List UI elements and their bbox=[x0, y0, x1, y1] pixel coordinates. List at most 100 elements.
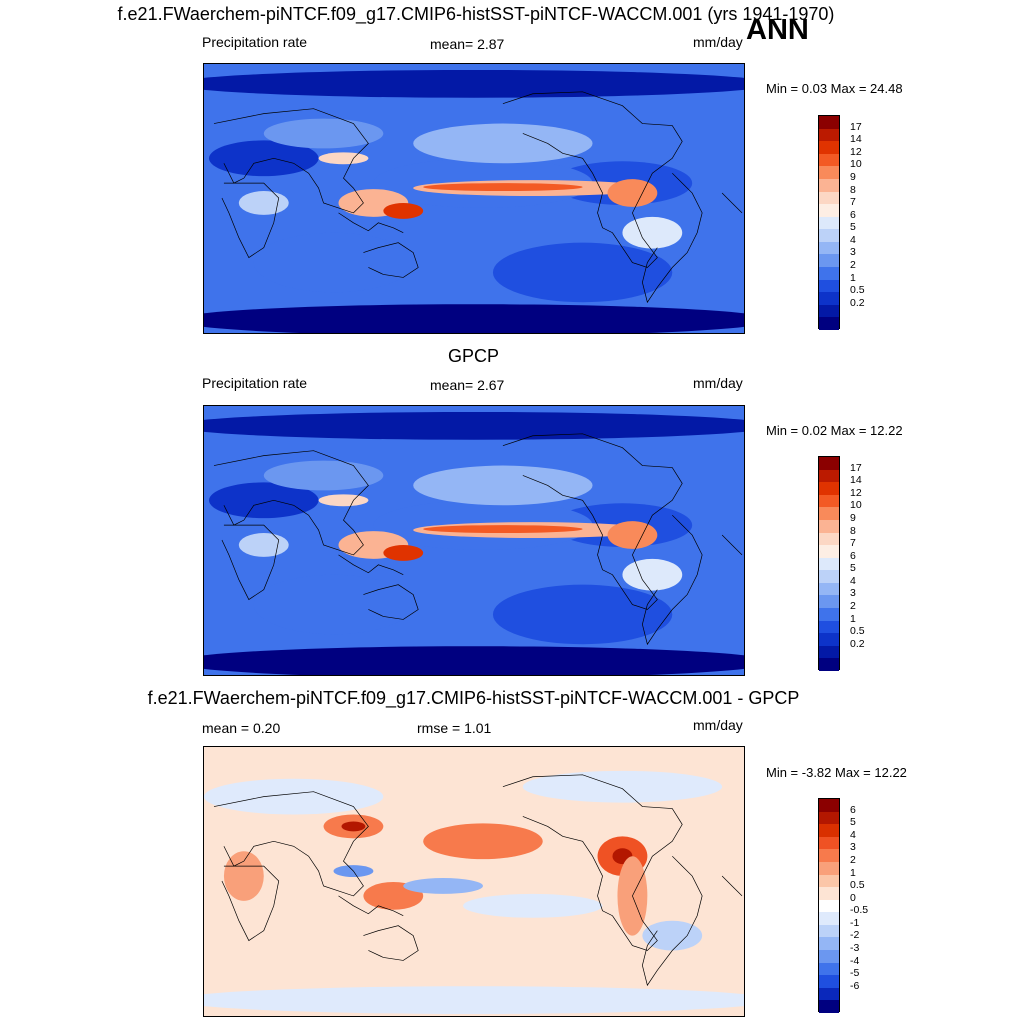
colorbar-tick-label: 8 bbox=[850, 524, 856, 537]
colorbar-tick-label: 1 bbox=[850, 866, 856, 879]
panel-units-label: mm/day bbox=[693, 375, 743, 391]
colorbar-swatch bbox=[819, 658, 839, 672]
map-field bbox=[204, 406, 744, 675]
precip-region bbox=[204, 304, 744, 333]
precip-region bbox=[253, 574, 414, 635]
colorbar-tick-label: 0.2 bbox=[850, 637, 865, 650]
colorbar-swatch bbox=[819, 582, 839, 596]
colorbar-tick-label: 0.2 bbox=[850, 296, 865, 309]
precip-region bbox=[423, 525, 583, 534]
panel-rmse-label: rmse = 1.01 bbox=[417, 720, 492, 736]
minmax-label: Min = -3.82 Max = 12.22 bbox=[766, 765, 907, 780]
coastline bbox=[213, 791, 369, 897]
colorbar-swatch bbox=[819, 304, 839, 318]
colorbar-tick-label: 17 bbox=[850, 461, 862, 474]
panel-units-label: mm/day bbox=[693, 717, 743, 733]
main-title: f.e21.FWaerchem-piNTCF.f09_g17.CMIP6-his… bbox=[117, 4, 835, 24]
precip-region bbox=[204, 986, 744, 1015]
precip-region bbox=[383, 544, 424, 561]
precip-map-gpcp bbox=[203, 405, 745, 676]
precip-region bbox=[463, 893, 603, 918]
colorbar-swatch bbox=[819, 317, 839, 331]
colorbar-tick-label: -6 bbox=[850, 979, 860, 992]
panel-title: f.e21.FWaerchem-piNTCF.f09_g17.CMIP6-his… bbox=[147, 688, 800, 708]
colorbar-swatch bbox=[819, 482, 839, 496]
colorbar-swatch bbox=[819, 457, 839, 471]
panel-mean-label: mean = 0.20 bbox=[202, 720, 281, 736]
colorbar-swatch bbox=[819, 178, 839, 193]
colorbar-swatch bbox=[819, 620, 839, 634]
colorbar-tick-label: 14 bbox=[850, 133, 862, 146]
colorbar-swatch bbox=[819, 557, 839, 571]
colorbar-swatch bbox=[819, 645, 839, 659]
colorbar-swatch bbox=[819, 633, 839, 647]
colorbar-swatch bbox=[819, 1000, 839, 1014]
precip-region bbox=[204, 411, 744, 440]
precip-region bbox=[403, 878, 483, 894]
colorbar-tick-label: -3 bbox=[850, 942, 860, 955]
colorbar-swatch bbox=[819, 216, 839, 230]
coastline bbox=[502, 433, 683, 610]
precip-region bbox=[607, 521, 658, 549]
coastline bbox=[221, 182, 280, 259]
colorbar-tick-label: -5 bbox=[850, 967, 860, 980]
precip-region bbox=[622, 216, 683, 249]
minmax-label: Min = 0.02 Max = 12.22 bbox=[766, 423, 903, 438]
precip-map-model bbox=[203, 63, 745, 334]
precip-region bbox=[423, 823, 543, 860]
colorbar-tick-label: 9 bbox=[850, 511, 856, 524]
coastline bbox=[338, 895, 404, 917]
precip-region bbox=[253, 232, 414, 293]
precip-region bbox=[492, 242, 673, 303]
coastline bbox=[338, 212, 404, 234]
colorbar-swatch bbox=[819, 279, 839, 293]
coastline bbox=[642, 855, 703, 987]
coastline bbox=[642, 172, 703, 304]
precip-region bbox=[238, 533, 289, 557]
colorbar-tick-label: 1 bbox=[850, 271, 856, 284]
precip-region bbox=[607, 179, 658, 207]
colorbar-swatch bbox=[819, 824, 839, 838]
colorbar-swatch bbox=[819, 608, 839, 622]
precip-region bbox=[204, 646, 744, 675]
colorbar-tick-label: 10 bbox=[850, 499, 862, 512]
colorbar-tick-label: 6 bbox=[850, 208, 856, 221]
colorbar-tick-label: 5 bbox=[850, 816, 856, 829]
coastline bbox=[363, 584, 419, 620]
colorbar-swatch bbox=[819, 545, 839, 559]
colorbar-swatch bbox=[819, 292, 839, 306]
panel-title: GPCP bbox=[447, 346, 499, 366]
precip-region bbox=[622, 558, 683, 591]
colorbar-swatch bbox=[819, 950, 839, 964]
colorbar-tick-label: 7 bbox=[850, 537, 856, 550]
map-field bbox=[204, 747, 744, 1016]
colorbar-swatch bbox=[819, 975, 839, 989]
precip-region bbox=[263, 460, 384, 491]
colorbar-swatch bbox=[819, 924, 839, 938]
colorbar-tick-label: 6 bbox=[850, 549, 856, 562]
precip-region bbox=[208, 140, 319, 177]
colorbar-swatch bbox=[819, 519, 839, 534]
precip-region bbox=[263, 118, 384, 149]
colorbar-swatch bbox=[819, 141, 839, 155]
colorbar-tick-label: 4 bbox=[850, 233, 856, 246]
colorbar-swatch bbox=[819, 241, 839, 255]
precip-region bbox=[642, 920, 703, 951]
colorbar-swatch bbox=[819, 799, 839, 813]
colorbar-tick-label: 5 bbox=[850, 562, 856, 575]
panel-units-label: mm/day bbox=[693, 34, 743, 50]
colorbar-tick-label: 0 bbox=[850, 891, 856, 904]
colorbar bbox=[818, 456, 840, 672]
colorbar-tick-label: 14 bbox=[850, 474, 862, 487]
colorbar-tick-label: 17 bbox=[850, 120, 862, 133]
colorbar-swatch bbox=[819, 874, 839, 888]
precip-region bbox=[423, 183, 583, 192]
colorbar-tick-label: -2 bbox=[850, 929, 860, 942]
precip-region bbox=[522, 770, 723, 803]
panel-mean-label: mean= 2.67 bbox=[430, 377, 505, 393]
colorbar-tick-label: 0.5 bbox=[850, 625, 865, 638]
coastline bbox=[642, 514, 703, 646]
coastline bbox=[721, 534, 743, 556]
colorbar-swatch bbox=[819, 204, 839, 218]
coastline bbox=[338, 554, 404, 576]
